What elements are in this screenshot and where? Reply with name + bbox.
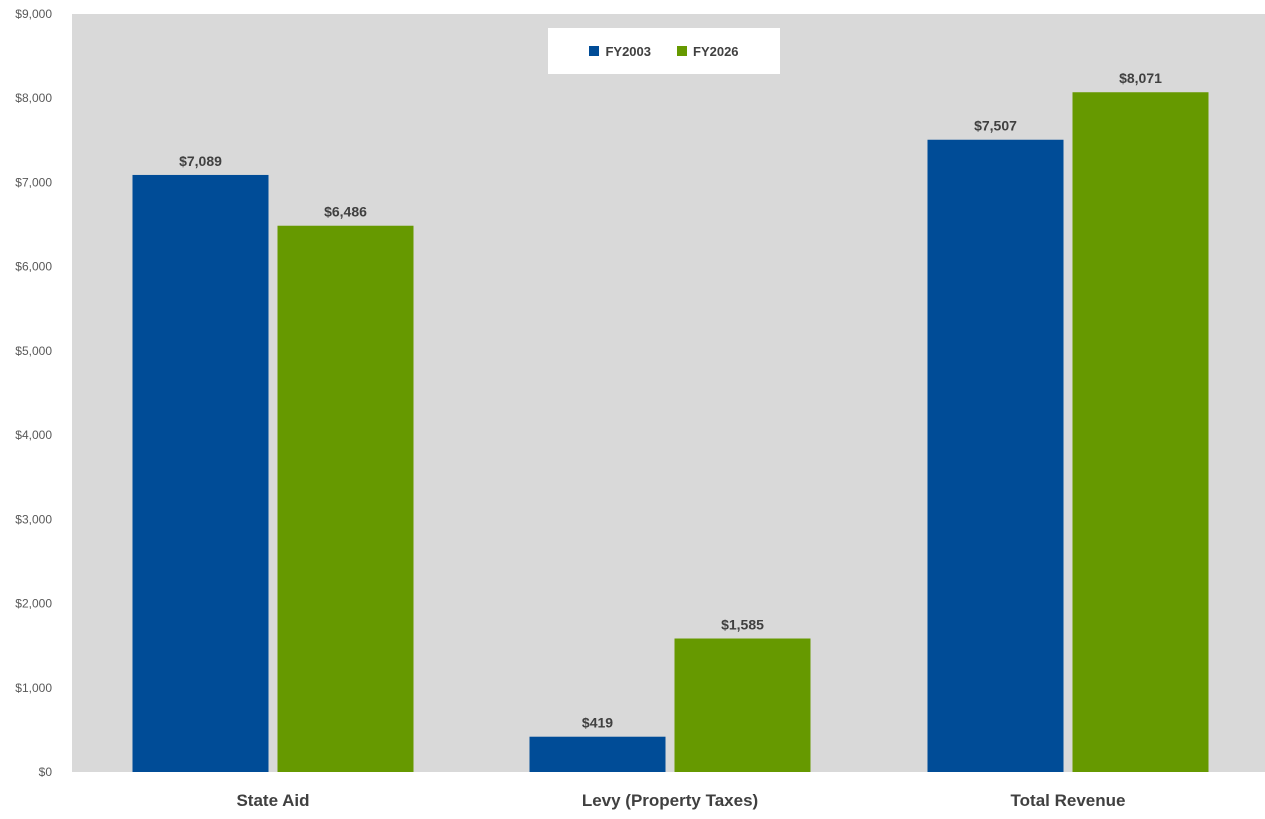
y-tick-label: $9,000 (15, 7, 52, 21)
y-tick-label: $7,000 (15, 175, 52, 189)
y-tick-label: $5,000 (15, 344, 52, 358)
legend-swatch-fy2026 (677, 46, 687, 56)
bar-fy2003-0 (132, 174, 269, 772)
legend-item-fy2003: FY2003 (589, 44, 651, 59)
bars-group (132, 92, 1209, 773)
x-axis: State Aid Levy (Property Taxes) Total Reve… (236, 791, 1125, 810)
y-tick-label: $0 (39, 765, 53, 779)
x-category-label: State Aid (236, 791, 309, 810)
data-label: $6,486 (324, 204, 367, 220)
bar-fy2026-1 (674, 638, 811, 772)
x-category-label: Total Revenue (1011, 791, 1126, 810)
bar-fy2003-2 (927, 139, 1064, 772)
plot-area (72, 14, 1265, 772)
y-tick-label: $8,000 (15, 91, 52, 105)
y-tick-label: $1,000 (15, 681, 52, 695)
legend-label-fy2026: FY2026 (693, 43, 739, 59)
data-label: $7,089 (179, 153, 222, 169)
legend-label-fy2003: FY2003 (605, 43, 651, 59)
legend-swatch-fy2003 (589, 46, 600, 56)
y-tick-label: $6,000 (15, 260, 52, 274)
data-label: $7,507 (974, 118, 1017, 134)
data-label: $419 (582, 715, 613, 731)
bar-fy2003-1 (529, 736, 666, 772)
y-axis: $0 $1,000 $2,000 $3,000 $4,000 $5,000 $6,000 $7… (15, 7, 52, 779)
y-tick-label: $2,000 (15, 597, 52, 611)
data-labels-group: $7,089 $6,486 $419 $1,585 $7,507 $8,071 (179, 70, 1162, 730)
legend-item-fy2026: FY2026 (677, 44, 739, 59)
data-label: $8,071 (1119, 70, 1162, 86)
bar-fy2026-2 (1072, 92, 1209, 773)
data-label: $1,585 (721, 617, 764, 633)
legend: FY2003 FY2026 (548, 28, 780, 74)
y-tick-label: $4,000 (15, 428, 52, 442)
x-category-label: Levy (Property Taxes) (582, 791, 758, 810)
y-tick-label: $3,000 (15, 512, 52, 526)
bar-fy2026-0 (277, 225, 414, 772)
